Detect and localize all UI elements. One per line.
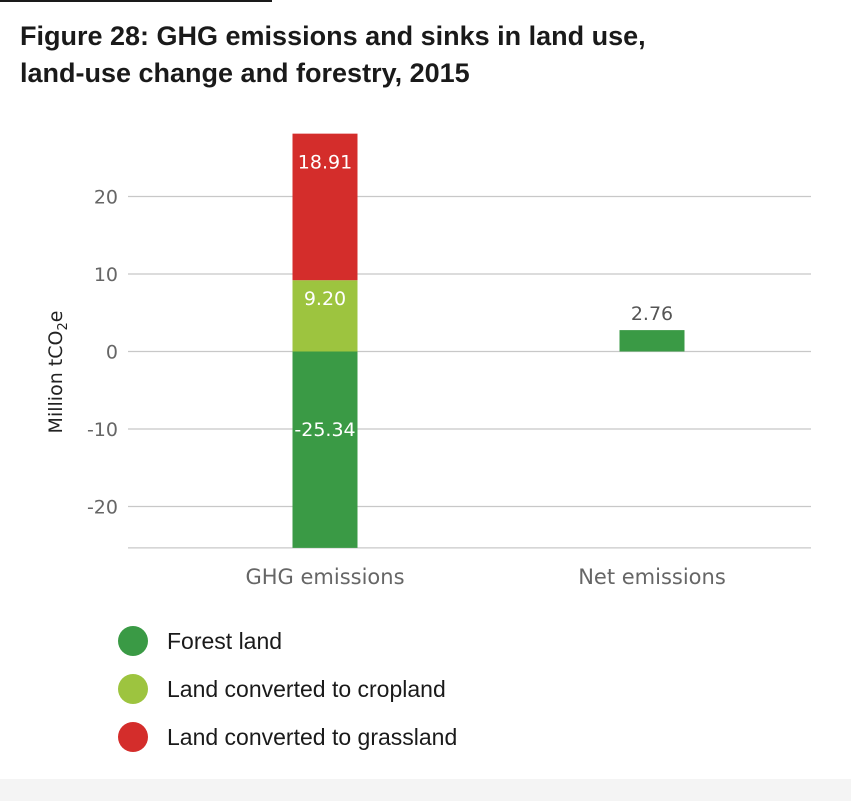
legend-item-grassland: Land converted to grassland — [118, 718, 457, 756]
x-category-label-net-emissions: Net emissions — [578, 565, 726, 589]
data-label-land-converted-to-cropland-ghg-emissions: 9.20 — [304, 288, 346, 310]
legend-label-grassland: Land converted to grassland — [167, 723, 458, 750]
label-layer: -25.34 9.20 18.91 2.76 — [294, 152, 673, 441]
legend: Forest land Land converted to cropland L… — [118, 622, 457, 766]
y-axis-label: Million tCO2e — [45, 311, 71, 434]
figure-title: Figure 28: GHG emissions and sinks in la… — [20, 18, 820, 92]
y-tick-label: -20 — [87, 497, 118, 519]
y-tick-label: 20 — [94, 187, 118, 209]
data-label-land-converted-to-grassland-ghg-emissions: 18.91 — [298, 152, 352, 174]
axis-layer: 20 10 0 -10 -20 Million tCO2e GHG emissions Net… — [45, 187, 726, 589]
bar-land-converted-to-grassland-ghg-emissions — [292, 133, 358, 281]
x-category-label-ghg-emissions: GHG emissions — [245, 565, 404, 589]
data-label-net-emissions-net-emissions: 2.76 — [631, 303, 673, 325]
data-label-forest-land-ghg-emissions: -25.34 — [294, 419, 355, 441]
figure-title-line-2: land-use change and forestry, 2015 — [20, 58, 470, 88]
bar-land-converted-to-cropland-ghg-emissions — [292, 280, 358, 352]
figure-title-line-1: Figure 28: GHG emissions and sinks in la… — [20, 21, 646, 51]
legend-swatch-forest-land — [118, 626, 148, 656]
grid-layer — [128, 195, 811, 549]
bar-layer — [292, 133, 685, 548]
legend-item-forest-land: Forest land — [118, 622, 457, 660]
bar-forest-land-ghg-emissions — [292, 351, 358, 548]
legend-swatch-grassland — [118, 722, 148, 752]
top-rule — [0, 0, 272, 2]
bar-net-emissions-net-emissions — [619, 330, 685, 352]
legend-item-cropland: Land converted to cropland — [118, 670, 457, 708]
legend-swatch-cropland — [118, 674, 148, 704]
bottom-band — [0, 779, 851, 801]
legend-label-forest-land: Forest land — [167, 627, 283, 654]
chart: -25.34 9.20 18.91 2.76 20 10 0 -10 -20 Million t… — [45, 133, 811, 589]
legend-label-cropland: Land converted to cropland — [167, 675, 446, 702]
y-tick-label: 0 — [106, 342, 118, 364]
y-tick-label: 10 — [94, 264, 118, 286]
y-tick-label: -10 — [87, 419, 118, 441]
